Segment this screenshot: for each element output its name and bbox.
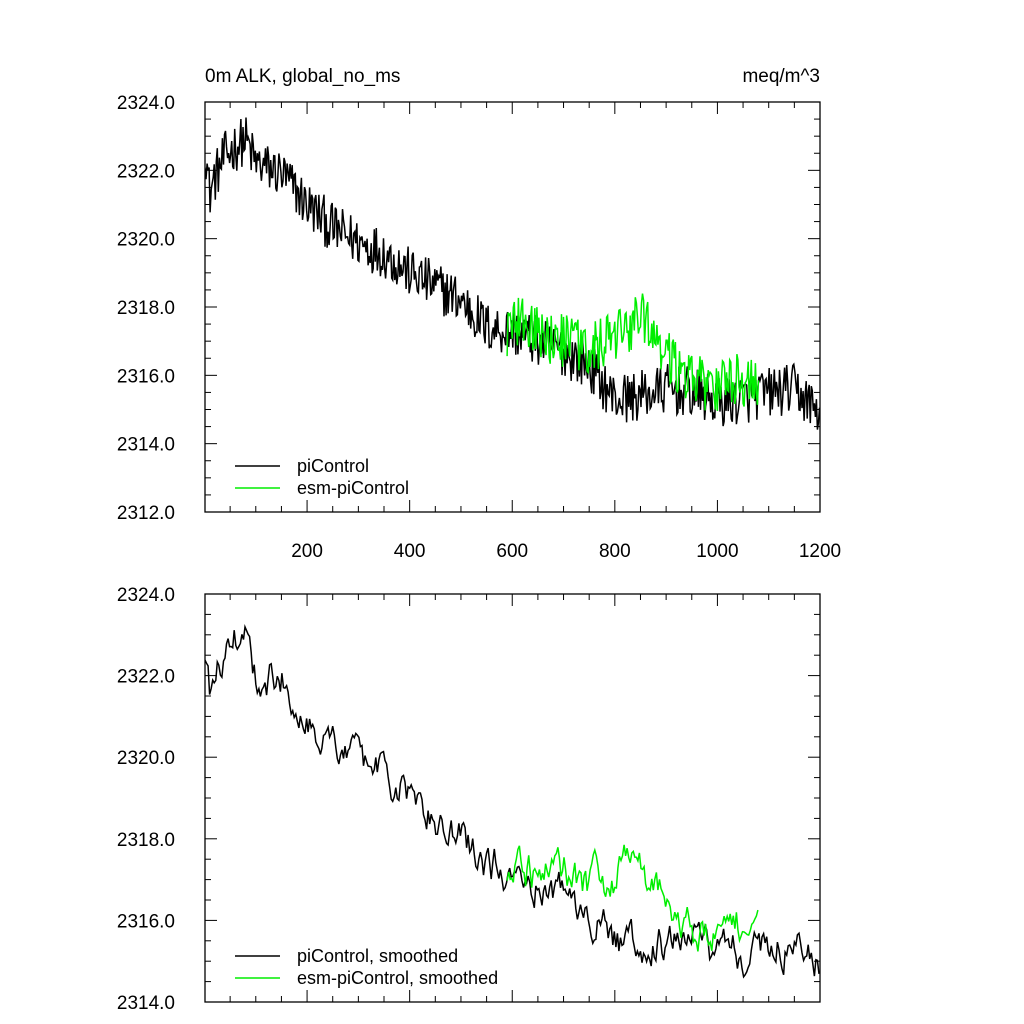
bottom-ytick-label: 2318.0 — [117, 830, 175, 851]
top-series-line-esm-picontrol — [506, 293, 760, 412]
top-ytick-label: 2318.0 — [117, 298, 175, 319]
bottom-plot-frame — [204, 593, 821, 1003]
top-ytick-label: 2312.0 — [117, 503, 175, 524]
top-panel: 2312.0 2314.0 2316.0 2318.0 2320.0 2322.0 2324… — [117, 93, 841, 562]
top-ytick-label: 2322.0 — [117, 161, 175, 182]
top-legend-label: piControl — [297, 456, 369, 476]
top-plot-frame — [204, 101, 821, 513]
bottom-legend-label: esm-piControl, smoothed — [297, 968, 498, 988]
top-ytick-label: 2314.0 — [117, 435, 175, 456]
bottom-ytick-label: 2322.0 — [117, 667, 175, 688]
top-xtick-label: 800 — [599, 541, 631, 562]
bottom-series-line-picontrol — [205, 624, 820, 979]
top-xtick-label: 1200 — [799, 541, 841, 562]
top-xtick-label: 600 — [496, 541, 528, 562]
top-legend-label: esm-piControl — [297, 478, 409, 498]
bottom-legend-label: piControl, smoothed — [297, 946, 458, 966]
bottom-ytick-label: 2320.0 — [117, 748, 175, 769]
chart-title: 0m ALK, global_no_ms — [205, 66, 400, 87]
bottom-panel: 2314.0 2316.0 2318.0 2320.0 2322.0 2324.0 piCo… — [117, 585, 821, 1014]
top-xtick-label: 1000 — [696, 541, 738, 562]
top-ytick-label: 2320.0 — [117, 230, 175, 251]
bottom-ytick-label: 2314.0 — [117, 993, 175, 1014]
bottom-series-line-esm-picontrol — [506, 844, 759, 952]
chart-units: meq/m^3 — [742, 66, 820, 87]
bottom-ytick-label: 2316.0 — [117, 911, 175, 932]
top-xtick-label: 400 — [394, 541, 426, 562]
top-xtick-label: 200 — [291, 541, 323, 562]
bottom-ytick-label: 2324.0 — [117, 585, 175, 606]
top-ytick-label: 2316.0 — [117, 366, 175, 387]
top-ytick-label: 2324.0 — [117, 93, 175, 114]
